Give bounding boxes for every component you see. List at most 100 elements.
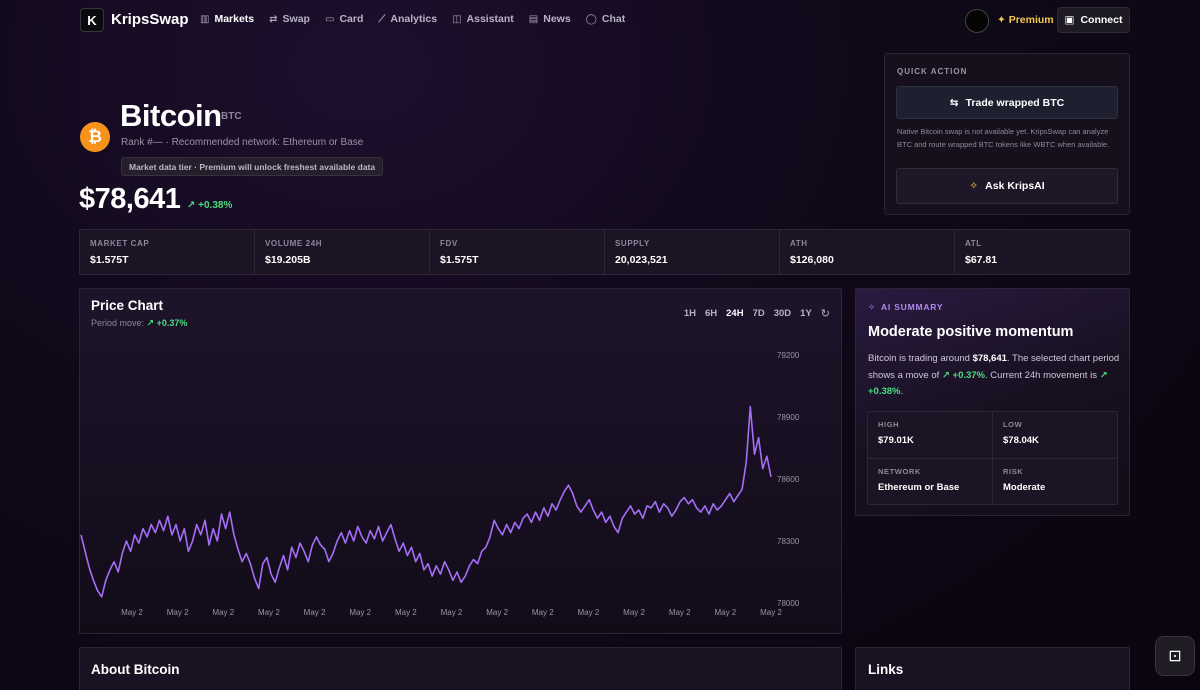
- range-24h[interactable]: 24H: [726, 308, 744, 319]
- trade-wrapped-btc-button[interactable]: ⇆ Trade wrapped BTC: [896, 86, 1118, 119]
- coin-subtitle: Rank #— · Recommended network: Ethereum …: [121, 137, 364, 148]
- connect-button[interactable]: ▣ Connect: [1057, 7, 1130, 33]
- stat-label: ATL: [965, 239, 982, 248]
- cell-label: RISK: [1003, 466, 1024, 476]
- trade-label: Trade wrapped BTC: [965, 96, 1065, 109]
- nav-item-label: Chat: [601, 13, 626, 25]
- stat-value: $1.575T: [440, 254, 479, 266]
- stat-value: 20,023,521: [615, 254, 668, 266]
- ai-summary-title: Moderate positive momentum: [868, 324, 1074, 340]
- cell-label: HIGH: [878, 420, 900, 429]
- quick-action-title: QUICK ACTION: [897, 67, 968, 76]
- x-tick-label: May 2: [669, 608, 691, 617]
- stat-value: $126,080: [790, 254, 834, 266]
- y-tick-label: 78900: [777, 413, 800, 422]
- coin-symbol: BTC: [221, 111, 242, 122]
- ai-cell-high: HIGH $79.01K: [868, 412, 992, 458]
- ask-kripsai-button[interactable]: ✧ Ask KripsAI: [896, 168, 1118, 204]
- x-tick-label: May 2: [486, 608, 508, 617]
- cell-value: $79.01K: [878, 435, 914, 446]
- quick-action-note: Native Bitcoin swap is not available yet…: [897, 127, 1110, 149]
- x-tick-label: May 2: [121, 608, 143, 617]
- x-tick-label: May 2: [532, 608, 554, 617]
- x-tick-label: May 2: [578, 608, 600, 617]
- nav-item-assistant[interactable]: ◫ Assistant: [452, 13, 514, 25]
- stat-label: MARKET CAP: [90, 239, 150, 248]
- premium-link[interactable]: ✦ Premium: [997, 14, 1054, 26]
- range-1y[interactable]: 1Y: [800, 308, 812, 319]
- sparkle-icon: ✧: [868, 302, 876, 312]
- chart-title: Price Chart: [91, 298, 164, 313]
- stat-fdv: FDV $1.575T: [430, 230, 605, 274]
- nav-item-card[interactable]: ▭ Card: [325, 13, 363, 25]
- stat-ath: ATH $126,080: [780, 230, 955, 274]
- nav-item-markets[interactable]: ▥ Markets: [200, 13, 254, 25]
- x-tick-label: May 2: [212, 608, 234, 617]
- nav-item-chat[interactable]: ◯ Chat: [586, 13, 626, 25]
- nav-item-swap[interactable]: ⇄ Swap: [269, 13, 310, 25]
- top-nav: K KripsSwap ▥ Markets ⇄ Swap ▭ Card ⟋ An…: [0, 0, 1200, 40]
- stats-bar: MARKET CAP $1.575T VOLUME 24H $19.205B F…: [79, 229, 1130, 275]
- x-tick-label: May 2: [623, 608, 645, 617]
- data-tier-badge: Market data tier · Premium will unlock f…: [121, 157, 384, 176]
- cell-value: Moderate: [1003, 481, 1046, 493]
- ai-summary-text: Bitcoin is trading around $78,641. The s…: [868, 351, 1120, 401]
- cell-label: NETWORK: [878, 466, 921, 476]
- links-panel: Links: [855, 647, 1130, 690]
- x-tick-label: May 2: [714, 608, 736, 617]
- chat-icon: ◯: [585, 13, 597, 25]
- range-30d[interactable]: 30D: [773, 308, 792, 319]
- ai-summary-panel: ✧ AI SUMMARY Moderate positive momentum …: [855, 288, 1130, 516]
- quick-action-panel: QUICK ACTION ⇆ Trade wrapped BTC Native …: [884, 53, 1130, 215]
- ai-text-price: $78,641: [972, 353, 1007, 364]
- stat-label: FDV: [440, 239, 458, 248]
- price-line: [80, 405, 772, 598]
- assistant-bot-button[interactable]: ⊡: [1155, 636, 1195, 676]
- range-1h[interactable]: 1H: [683, 308, 696, 319]
- ai-cell-network: NETWORK Ethereum or Base: [868, 458, 992, 504]
- range-selector: 1H 6H 24H 7D 30D 1Y ↻: [684, 307, 830, 320]
- nav-item-label: Swap: [282, 13, 310, 25]
- logo-icon[interactable]: K: [80, 8, 104, 32]
- about-panel: About Bitcoin: [79, 647, 842, 690]
- coin-name: Bitcoin: [120, 98, 222, 133]
- card-icon: ▭: [324, 13, 335, 25]
- stat-market-cap: MARKET CAP $1.575T: [80, 230, 255, 274]
- range-7d[interactable]: 7D: [752, 308, 765, 319]
- wallet-icon: ▣: [1064, 14, 1075, 26]
- stat-value: $1.575T: [90, 254, 129, 266]
- x-tick-label: May 2: [258, 608, 280, 617]
- period-move: Period move: ↗ +0.37%: [91, 318, 187, 329]
- avatar[interactable]: [965, 9, 989, 33]
- ask-label: Ask KripsAI: [985, 180, 1045, 192]
- x-tick-label: May 2: [167, 608, 189, 617]
- ai-summary-tag: ✧ AI SUMMARY: [868, 302, 943, 313]
- stat-label: ATH: [790, 239, 808, 248]
- nav-item-label: Assistant: [466, 13, 514, 25]
- nav-menu: ▥ Markets ⇄ Swap ▭ Card ⟋ Analytics ◫ As…: [200, 13, 625, 25]
- nav-item-label: Card: [339, 13, 364, 25]
- cell-value: Ethereum or Base: [878, 481, 960, 493]
- range-6h[interactable]: 6H: [704, 308, 718, 319]
- period-value: ↗ +0.37%: [146, 318, 188, 328]
- ai-text-24h-change: ↗ +0.38%: [868, 369, 1108, 398]
- ai-text-part: .: [900, 386, 904, 397]
- price-change: ↗ +0.38%: [187, 200, 233, 211]
- stat-value: $19.205B: [265, 254, 311, 266]
- y-tick-label: 78600: [777, 475, 800, 484]
- ai-text-part: . Current 24h movement is: [985, 369, 1100, 381]
- period-label: Period move:: [91, 318, 145, 328]
- ai-cell-risk: RISK Moderate: [993, 458, 1117, 504]
- about-title: About Bitcoin: [91, 662, 180, 677]
- refresh-icon[interactable]: ↻: [820, 308, 830, 320]
- brand-name[interactable]: KripsSwap: [111, 11, 189, 28]
- coin-price: $78,641: [79, 183, 181, 215]
- nav-item-news[interactable]: ▤ News: [529, 13, 571, 25]
- links-title: Links: [868, 662, 904, 677]
- nav-item-label: News: [543, 13, 571, 25]
- x-tick-label: May 2: [395, 608, 417, 617]
- nav-item-analytics[interactable]: ⟋ Analytics: [378, 13, 437, 25]
- stat-atl: ATL $67.81: [955, 230, 1129, 274]
- y-tick-label: 78300: [777, 537, 800, 546]
